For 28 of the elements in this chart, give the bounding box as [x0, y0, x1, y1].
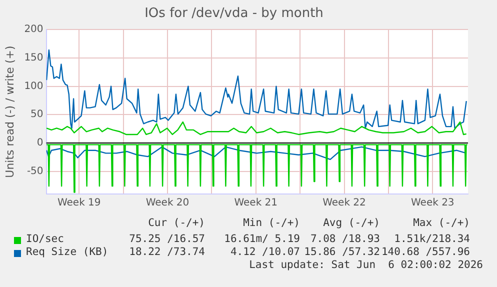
chart-title: IOs for /dev/vda - by month: [144, 6, 324, 22]
text: 4.12 /10.07: [230, 246, 300, 258]
x-tick-label: Week 21: [234, 198, 278, 209]
y-tick-label: 50: [30, 109, 44, 120]
x-tick-label: Week 23: [410, 198, 454, 209]
text: 15.86 /57.32: [304, 246, 380, 258]
text: Cur (-/+): [148, 217, 205, 229]
text: Min (-/+): [243, 217, 300, 229]
legend-label: Req Size (KB): [26, 246, 108, 258]
text: 7.08 /18.93: [310, 233, 380, 245]
y-tick-label: 100: [24, 80, 44, 92]
text: 1.51k/218.34: [394, 233, 470, 245]
y-axis-title: Units read (-) / write (+): [3, 46, 16, 178]
y-tick-label: 200: [24, 24, 44, 36]
text: 75.25 /16.57: [129, 233, 205, 245]
x-tick-label: Week 19: [57, 198, 101, 209]
text: 140.68 /557.96: [381, 246, 470, 258]
x-tick-label: Week 20: [146, 198, 190, 209]
text: 16.61m/ 5.19: [224, 233, 300, 245]
text: 18.22 /73.74: [129, 246, 205, 258]
y-tick-label: -50: [26, 166, 44, 177]
legend-label: IO/sec: [26, 233, 64, 245]
text: Avg (-/+): [323, 217, 380, 229]
x-tick-label: Week 22: [322, 198, 366, 209]
text: Last update: Sat Jun 6 02:00:02 2026: [249, 259, 483, 271]
text: Max (-/+): [413, 217, 470, 229]
y-tick-label: 0: [36, 138, 44, 149]
y-tick-label: 150: [24, 52, 44, 64]
